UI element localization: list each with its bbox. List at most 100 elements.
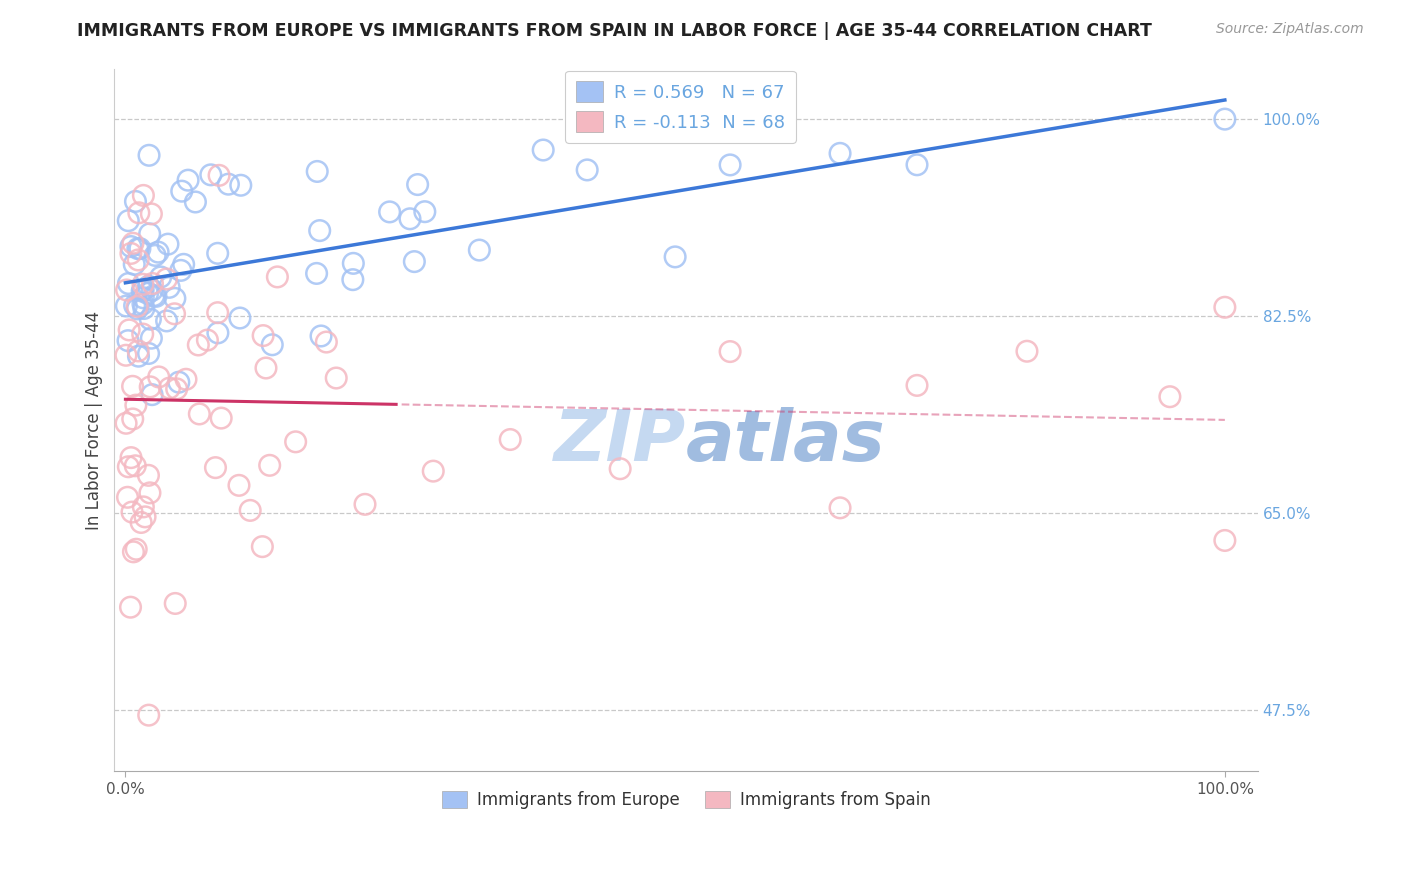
Point	[828, 500, 851, 515]
Point	[1213, 112, 1236, 127]
Point	[127, 252, 149, 267]
Text: IMMIGRANTS FROM EUROPE VS IMMIGRANTS FROM SPAIN IN LABOR FORCE | AGE 35-44 CORRE: IMMIGRANTS FROM EUROPE VS IMMIGRANTS FRO…	[77, 22, 1152, 40]
Point	[127, 299, 149, 313]
Text: atlas: atlas	[686, 407, 886, 475]
Point	[120, 600, 142, 615]
Point	[120, 450, 142, 465]
Point	[308, 224, 330, 238]
Point	[141, 387, 163, 401]
Point	[118, 323, 141, 337]
Point	[122, 545, 145, 559]
Point	[163, 292, 186, 306]
Point	[217, 177, 239, 191]
Point	[120, 239, 142, 253]
Point	[229, 178, 252, 193]
Point	[115, 348, 138, 362]
Point	[342, 256, 364, 270]
Point	[115, 417, 138, 431]
Point	[207, 326, 229, 340]
Point	[121, 379, 143, 393]
Point	[207, 306, 229, 320]
Point	[165, 597, 187, 611]
Point	[127, 301, 149, 316]
Point	[252, 540, 274, 554]
Point	[228, 478, 250, 492]
Point	[174, 372, 197, 386]
Point	[138, 468, 160, 483]
Point	[170, 263, 193, 277]
Point	[905, 158, 928, 172]
Point	[305, 267, 328, 281]
Point	[468, 243, 491, 257]
Point	[170, 184, 193, 198]
Point	[609, 461, 631, 475]
Point	[1015, 344, 1038, 359]
Point	[1213, 533, 1236, 548]
Point	[122, 257, 145, 271]
Point	[354, 497, 377, 511]
Point	[124, 458, 146, 473]
Point	[664, 250, 686, 264]
Point	[266, 269, 288, 284]
Point	[307, 164, 329, 178]
Point	[159, 381, 181, 395]
Point	[905, 378, 928, 392]
Point	[254, 361, 277, 376]
Point	[499, 433, 522, 447]
Point	[406, 178, 429, 192]
Point	[141, 277, 163, 291]
Point	[197, 333, 219, 347]
Point	[166, 382, 188, 396]
Point	[139, 312, 162, 326]
Point	[252, 328, 274, 343]
Point	[132, 297, 155, 311]
Point	[141, 331, 163, 345]
Point	[117, 277, 139, 291]
Point	[325, 371, 347, 385]
Point	[413, 204, 436, 219]
Point	[422, 464, 444, 478]
Point	[132, 188, 155, 202]
Point	[125, 542, 148, 557]
Point	[229, 311, 252, 326]
Point	[204, 460, 226, 475]
Point	[315, 334, 337, 349]
Point	[208, 169, 231, 183]
Point	[262, 337, 284, 351]
Point	[239, 503, 262, 517]
Point	[259, 458, 281, 473]
Point	[404, 254, 426, 268]
Point	[284, 434, 307, 449]
Point	[138, 227, 160, 241]
Point	[117, 491, 139, 505]
Point	[167, 375, 190, 389]
Text: Source: ZipAtlas.com: Source: ZipAtlas.com	[1216, 22, 1364, 37]
Point	[132, 291, 155, 305]
Point	[177, 173, 200, 187]
Y-axis label: In Labor Force | Age 35-44: In Labor Force | Age 35-44	[86, 310, 103, 530]
Text: ZIP: ZIP	[554, 407, 686, 475]
Point	[131, 284, 153, 298]
Point	[156, 314, 179, 328]
Point	[124, 194, 146, 209]
Point	[1159, 390, 1181, 404]
Point	[148, 370, 170, 384]
Point	[131, 327, 153, 342]
Point	[117, 334, 139, 348]
Point	[122, 236, 145, 251]
Point	[125, 398, 148, 412]
Point	[188, 407, 211, 421]
Point	[129, 516, 152, 530]
Point	[127, 349, 149, 363]
Point	[576, 162, 599, 177]
Point	[132, 277, 155, 292]
Point	[143, 248, 166, 262]
Point	[145, 289, 167, 303]
Point	[117, 459, 139, 474]
Point	[138, 708, 160, 723]
Point	[129, 242, 152, 256]
Point	[149, 270, 172, 285]
Point	[128, 206, 150, 220]
Point	[155, 272, 177, 286]
Point	[141, 283, 163, 297]
